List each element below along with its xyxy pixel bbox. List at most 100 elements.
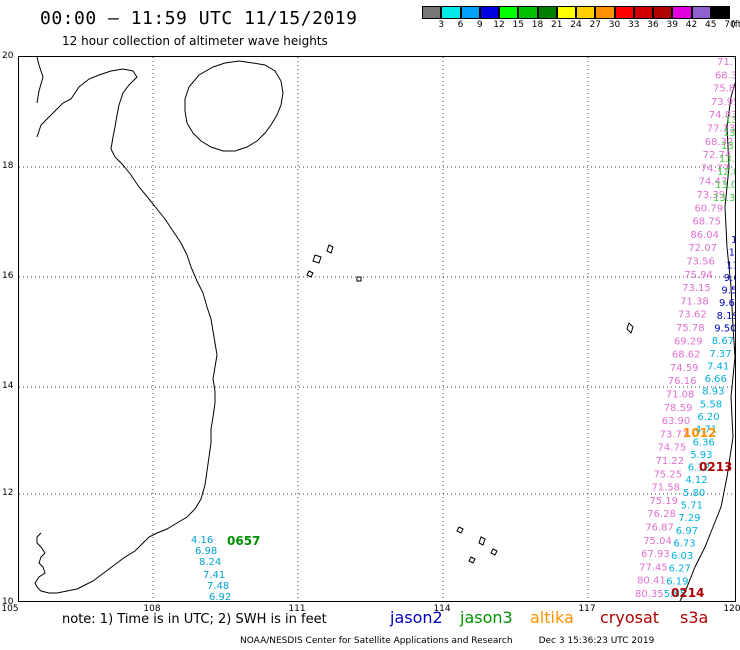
pass-time-label: 0657 bbox=[227, 534, 260, 548]
legend-label: 24 bbox=[570, 20, 582, 30]
palawan-coastline bbox=[626, 322, 634, 334]
west-track-value: 6.92 bbox=[209, 592, 231, 602]
paracel-island-1 bbox=[326, 244, 334, 254]
legend-swatch bbox=[576, 6, 596, 19]
hainan-island bbox=[184, 60, 284, 152]
legend-label: 36 bbox=[647, 20, 659, 30]
east-track-value: 80.41 bbox=[637, 576, 666, 587]
east-track-value: 73.39 bbox=[697, 190, 726, 201]
east-track-value: 80.35 bbox=[635, 589, 664, 600]
legend-swatch bbox=[691, 6, 711, 19]
credit-line: NOAA/NESDIS Center for Satellite Applica… bbox=[240, 636, 654, 646]
east-track-value: 9.67 bbox=[724, 273, 736, 284]
east-track-value: 11.84 bbox=[731, 235, 736, 246]
spratly-island-2 bbox=[478, 536, 486, 546]
east-track-value: 86.04 bbox=[690, 230, 719, 241]
spratly-island-1 bbox=[456, 526, 464, 534]
east-track-value: 75.94 bbox=[684, 270, 713, 281]
legend-swatch bbox=[595, 6, 615, 19]
east-track-value: 75.04 bbox=[643, 536, 672, 547]
satellite-cryosat: cryosat bbox=[600, 608, 660, 627]
east-track-value: 6.97 bbox=[676, 526, 698, 537]
legend-swatch bbox=[614, 6, 634, 19]
east-track-value: 8.19 bbox=[717, 311, 736, 322]
lat-label: 10 bbox=[2, 597, 14, 607]
east-track-value: 75.89 bbox=[713, 84, 736, 95]
east-track-value: 6.03 bbox=[671, 551, 693, 562]
east-track-value: 13. bbox=[719, 154, 735, 165]
altimeter-values: 4.166.988.247.417.486.9271.768.375.8973.… bbox=[191, 57, 736, 602]
legend-label: 3 bbox=[438, 20, 445, 30]
east-track-value: 71.22 bbox=[656, 456, 685, 467]
credit-org: NOAA/NESDIS Center for Satellite Applica… bbox=[240, 636, 513, 646]
lon-label: 108 bbox=[143, 604, 161, 614]
east-track-value: 71.08 bbox=[666, 390, 695, 401]
east-track-value: 75.78 bbox=[676, 323, 705, 334]
east-track-value: 13. bbox=[725, 115, 736, 126]
east-track-value: 13. bbox=[723, 128, 736, 139]
east-track-value: 5.80 bbox=[683, 488, 705, 499]
lon-label: 117 bbox=[578, 604, 596, 614]
legend-swatch bbox=[518, 6, 538, 19]
east-track-value: 77.45 bbox=[639, 562, 668, 573]
west-track-value: 7.48 bbox=[207, 581, 229, 592]
philippines-coastline bbox=[679, 81, 735, 601]
east-track-value: 6.27 bbox=[669, 564, 691, 575]
east-track-value: 13. bbox=[721, 141, 736, 152]
east-track-value: 68.62 bbox=[672, 350, 701, 361]
east-track-value: 6.19 bbox=[666, 576, 688, 587]
legend-label: 45 bbox=[705, 20, 717, 30]
legend-label: 6 bbox=[457, 20, 464, 30]
legend-swatches bbox=[422, 6, 730, 19]
west-track-value: 6.98 bbox=[195, 546, 217, 557]
east-track-value: 68.32 bbox=[705, 137, 734, 148]
east-track-value: 71.58 bbox=[651, 483, 680, 494]
west-track-value: 8.24 bbox=[199, 557, 221, 568]
east-track-value: 4.71 bbox=[695, 425, 717, 436]
east-track-value: 12.86 bbox=[717, 167, 736, 178]
east-track-value: 67.93 bbox=[641, 549, 670, 560]
pass-time-label: 0214 bbox=[671, 586, 704, 600]
lat-label: 14 bbox=[2, 381, 14, 391]
east-track-value: 72.74 bbox=[703, 150, 732, 161]
pass-time-label: 0213 bbox=[699, 460, 732, 474]
legend-label: 18 bbox=[531, 20, 544, 30]
pass-time-label: 1012 bbox=[683, 426, 716, 440]
east-track-value: 73.95 bbox=[711, 97, 736, 108]
legend-label: (ft) bbox=[731, 20, 740, 30]
east-track-value: 9.55 bbox=[721, 286, 736, 297]
lat-label: 16 bbox=[2, 271, 14, 281]
bottom-note: note: 1) Time is in UTC; 2) SWH is in fe… bbox=[62, 612, 327, 627]
title: 00:00 – 11:59 UTC 11/15/2019 bbox=[40, 8, 358, 29]
east-track-value: 76.87 bbox=[645, 523, 674, 534]
east-track-value: 73.15 bbox=[682, 283, 711, 294]
east-track-value: 11.33 bbox=[729, 248, 736, 259]
east-track-value: 63.90 bbox=[662, 416, 691, 427]
east-track-value: 71.38 bbox=[680, 296, 709, 307]
legend-label: 12 bbox=[493, 20, 505, 30]
east-track-value: 7.37 bbox=[709, 349, 731, 360]
satellite-altika: altika bbox=[530, 608, 574, 627]
east-track-value: 76.28 bbox=[647, 509, 676, 520]
vietnam-coastline bbox=[34, 68, 218, 594]
east-track-value: 7.41 bbox=[707, 361, 729, 372]
east-track-value: 73.56 bbox=[686, 257, 715, 268]
east-track-value: 7.29 bbox=[678, 513, 700, 524]
legend-label: 42 bbox=[685, 20, 698, 30]
legend-label: 30 bbox=[608, 20, 621, 30]
west-track-value: 7.41 bbox=[203, 570, 225, 581]
credit-timestamp: Dec 3 15:36:23 UTC 2019 bbox=[538, 636, 655, 646]
east-track-value: 8.67 bbox=[712, 336, 734, 347]
east-track-value: 6.20 bbox=[697, 412, 719, 423]
lon-label: 105 bbox=[1, 604, 19, 614]
east-track-value: 5.71 bbox=[681, 501, 703, 512]
satellite-jason3: jason3 bbox=[460, 608, 513, 627]
lat-label: 12 bbox=[2, 488, 14, 498]
legend-swatch bbox=[672, 6, 692, 19]
legend-swatch bbox=[422, 6, 442, 19]
east-track-value: 5.85 bbox=[664, 589, 686, 600]
east-track-value: 76.16 bbox=[668, 376, 697, 387]
east-track-value: 13.39 bbox=[713, 193, 736, 204]
